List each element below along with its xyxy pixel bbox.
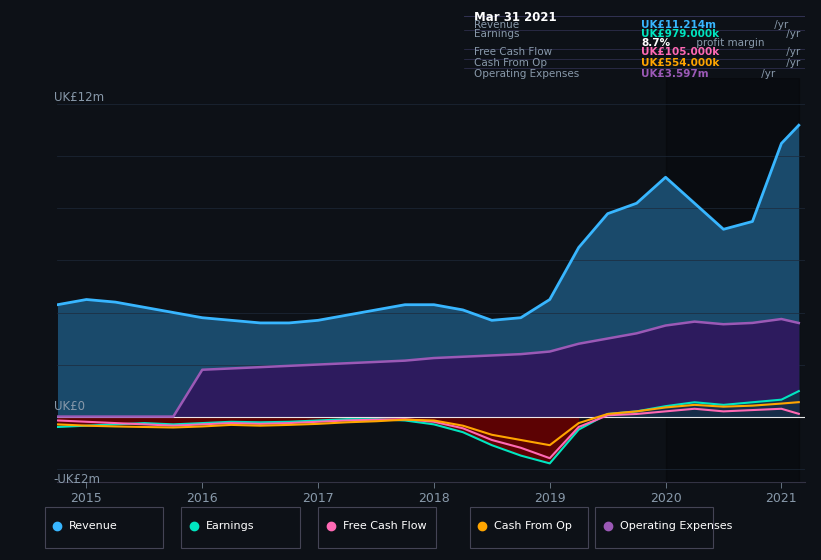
Text: /yr: /yr <box>783 48 800 58</box>
Text: Earnings: Earnings <box>206 521 255 531</box>
FancyBboxPatch shape <box>45 507 163 548</box>
Text: UK£979.000k: UK£979.000k <box>641 29 719 39</box>
FancyBboxPatch shape <box>181 507 300 548</box>
Text: Operating Expenses: Operating Expenses <box>620 521 732 531</box>
FancyBboxPatch shape <box>470 507 588 548</box>
FancyBboxPatch shape <box>595 507 713 548</box>
Text: Free Cash Flow: Free Cash Flow <box>474 48 553 58</box>
FancyBboxPatch shape <box>319 507 437 548</box>
Text: Mar 31 2021: Mar 31 2021 <box>474 11 557 24</box>
Text: UK£3.597m: UK£3.597m <box>641 69 709 78</box>
Text: Cash From Op: Cash From Op <box>474 58 547 68</box>
Text: /yr: /yr <box>783 58 800 68</box>
Text: UK£0: UK£0 <box>53 399 85 413</box>
Text: Earnings: Earnings <box>474 29 520 39</box>
Text: profit margin: profit margin <box>693 38 764 48</box>
Text: UK£105.000k: UK£105.000k <box>641 48 719 58</box>
Text: UK£12m: UK£12m <box>53 91 104 104</box>
Text: /yr: /yr <box>783 29 800 39</box>
Text: Revenue: Revenue <box>474 20 519 30</box>
Text: Revenue: Revenue <box>69 521 118 531</box>
Text: UK£554.000k: UK£554.000k <box>641 58 719 68</box>
Text: /yr: /yr <box>758 69 775 78</box>
Text: -UK£2m: -UK£2m <box>53 473 101 486</box>
Text: Free Cash Flow: Free Cash Flow <box>342 521 426 531</box>
Text: /yr: /yr <box>770 20 788 30</box>
Text: UK£11.214m: UK£11.214m <box>641 20 716 30</box>
Text: Cash From Op: Cash From Op <box>494 521 572 531</box>
Text: 8.7%: 8.7% <box>641 38 670 48</box>
Text: Operating Expenses: Operating Expenses <box>474 69 580 78</box>
Bar <box>666 78 799 482</box>
